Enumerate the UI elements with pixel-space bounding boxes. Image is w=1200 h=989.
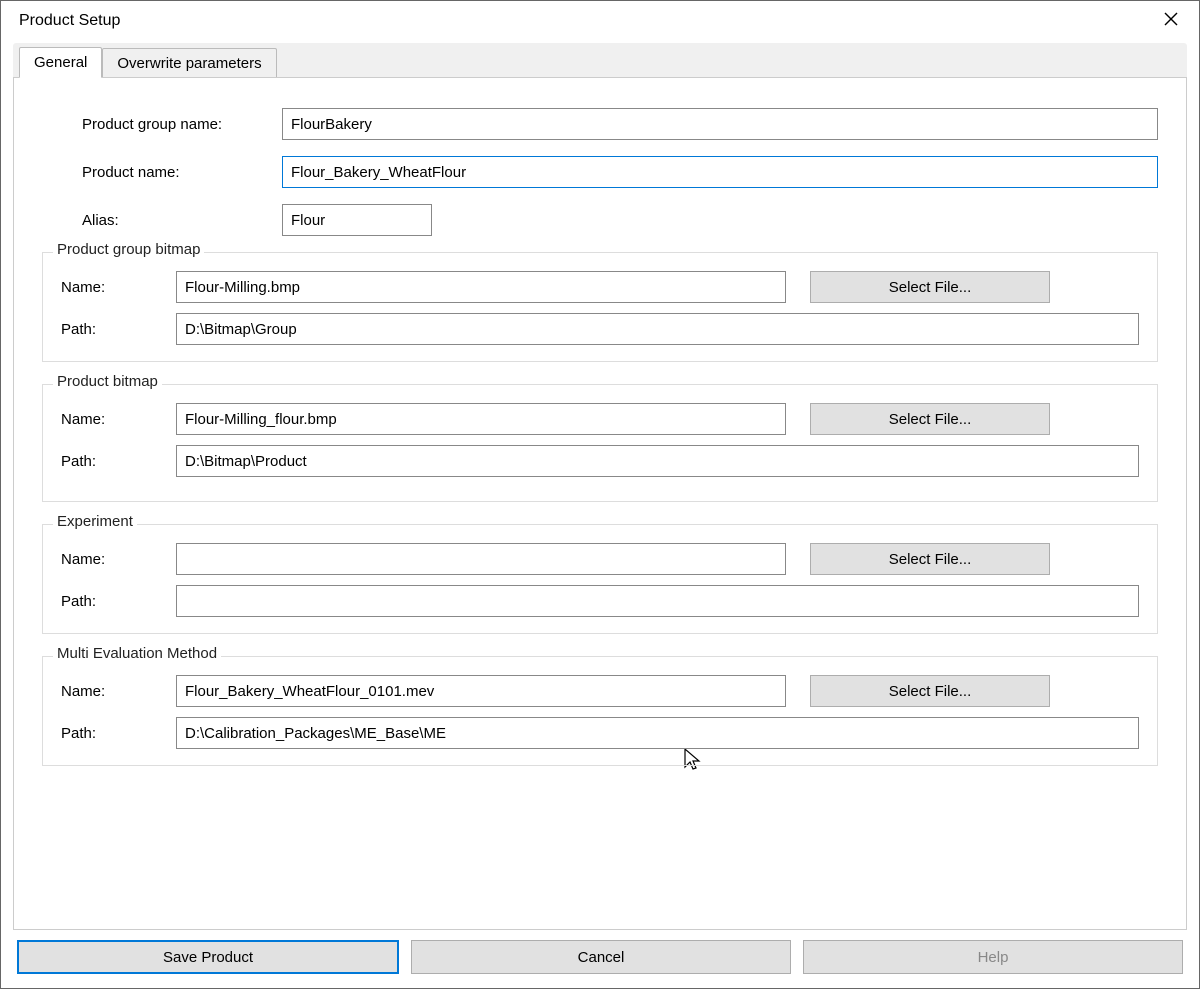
row-product-name: Product name: (42, 156, 1158, 188)
pgb-select-file-button[interactable]: Select File... (810, 271, 1050, 303)
label-exp-name: Name: (61, 551, 176, 568)
group-product-bitmap: Product bitmap Name: Select File... Path… (42, 384, 1158, 502)
save-product-button[interactable]: Save Product (17, 940, 399, 974)
alias-input[interactable] (282, 204, 432, 236)
pb-path-input[interactable] (176, 445, 1139, 477)
label-exp-path: Path: (61, 593, 176, 610)
pb-select-file-button[interactable]: Select File... (810, 403, 1050, 435)
bottom-button-bar: Save Product Cancel Help (1, 940, 1199, 988)
label-pgb-path: Path: (61, 321, 176, 338)
product-setup-window: Product Setup General Overwrite paramete… (0, 0, 1200, 989)
row-product-group-name: Product group name: (42, 108, 1158, 140)
group-product-group-bitmap: Product group bitmap Name: Select File..… (42, 252, 1158, 362)
exp-name-input[interactable] (176, 543, 786, 575)
label-alias: Alias: (42, 212, 282, 229)
group-experiment: Experiment Name: Select File... Path: (42, 524, 1158, 634)
exp-path-input[interactable] (176, 585, 1139, 617)
help-button[interactable]: Help (803, 940, 1183, 974)
product-group-name-input[interactable] (282, 108, 1158, 140)
legend-product-group-bitmap: Product group bitmap (53, 241, 204, 258)
pb-name-input[interactable] (176, 403, 786, 435)
label-product-name: Product name: (42, 164, 282, 181)
label-product-group-name: Product group name: (42, 116, 282, 133)
pgb-name-input[interactable] (176, 271, 786, 303)
label-pb-path: Path: (61, 453, 176, 470)
row-alias: Alias: (42, 204, 1158, 236)
label-pgb-name: Name: (61, 279, 176, 296)
tab-overwrite-parameters[interactable]: Overwrite parameters (102, 48, 276, 78)
titlebar: Product Setup (1, 1, 1199, 39)
product-name-input[interactable] (282, 156, 1158, 188)
legend-multi-eval: Multi Evaluation Method (53, 645, 221, 662)
mev-name-input[interactable] (176, 675, 786, 707)
mev-path-input[interactable] (176, 717, 1139, 749)
tab-panel-general: Product group name: Product name: Alias:… (13, 77, 1187, 930)
label-mev-name: Name: (61, 683, 176, 700)
legend-product-bitmap: Product bitmap (53, 373, 162, 390)
tabstrip: General Overwrite parameters (13, 43, 1187, 77)
legend-experiment: Experiment (53, 513, 137, 530)
group-multi-evaluation-method: Multi Evaluation Method Name: Select Fil… (42, 656, 1158, 766)
exp-select-file-button[interactable]: Select File... (810, 543, 1050, 575)
label-mev-path: Path: (61, 725, 176, 742)
pgb-path-input[interactable] (176, 313, 1139, 345)
cancel-button[interactable]: Cancel (411, 940, 791, 974)
window-title: Product Setup (19, 12, 120, 30)
tab-general[interactable]: General (19, 47, 102, 78)
mev-select-file-button[interactable]: Select File... (810, 675, 1050, 707)
label-pb-name: Name: (61, 411, 176, 428)
close-icon[interactable] (1157, 9, 1185, 33)
